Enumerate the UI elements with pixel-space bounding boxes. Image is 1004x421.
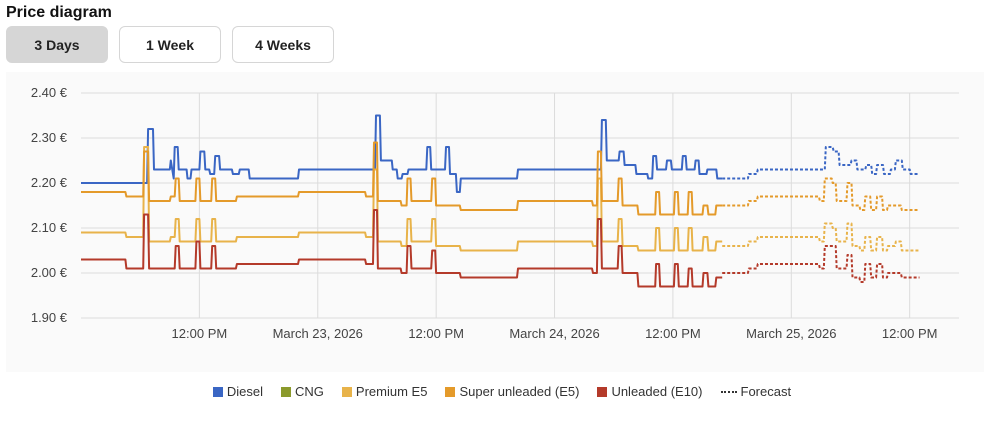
- legend-item-cng[interactable]: CNG: [281, 384, 324, 399]
- series-line-premium-e5: [81, 146, 723, 252]
- y-tick-label: 1.90 €: [31, 310, 68, 325]
- legend-label: CNG: [295, 384, 324, 399]
- legend-swatch: [281, 386, 292, 397]
- y-tick-label: 2.30 €: [31, 130, 68, 145]
- legend-label: Unleaded (E10): [611, 384, 703, 399]
- series-line-unleaded-e10-: [81, 209, 723, 288]
- chart-legend: Diesel CNG Premium E5 Super unleaded (E5…: [0, 384, 1004, 399]
- forecast-line-premium-e5: [722, 222, 920, 252]
- series-line-diesel: [81, 114, 723, 193]
- legend-label: Forecast: [740, 384, 792, 399]
- forecast-dotted-swatch: [720, 390, 737, 393]
- legend-item-e10[interactable]: Unleaded (E10): [597, 384, 703, 399]
- y-tick-label: 2.10 €: [31, 220, 68, 235]
- tab-4-weeks[interactable]: 4 Weeks: [232, 26, 334, 63]
- x-tick-label: March 24, 2026: [509, 326, 599, 341]
- legend-swatch: [212, 386, 223, 397]
- legend-item-forecast[interactable]: Forecast: [720, 384, 792, 399]
- x-tick-label: 12:00 PM: [408, 326, 464, 341]
- x-tick-label: 12:00 PM: [172, 326, 228, 341]
- tab-3-days[interactable]: 3 Days: [6, 26, 108, 63]
- y-tick-label: 2.20 €: [31, 175, 68, 190]
- legend-item-diesel[interactable]: Diesel: [212, 384, 264, 399]
- legend-item-super-e5[interactable]: Super unleaded (E5): [445, 384, 579, 399]
- y-tick-label: 2.40 €: [31, 85, 68, 100]
- legend-swatch: [445, 386, 456, 397]
- x-tick-label: March 25, 2026: [746, 326, 836, 341]
- forecast-line-unleaded-e10-: [722, 245, 920, 283]
- price-chart: 1.90 € 2.00 € 2.10 € 2.20 € 2.30 € 2.40 € 12:0…: [6, 72, 984, 372]
- x-tick-label: 12:00 PM: [882, 326, 938, 341]
- legend-label: Premium E5: [355, 384, 428, 399]
- range-tabs: 3 Days 1 Week 4 Weeks: [6, 26, 334, 63]
- legend-item-premium-e5[interactable]: Premium E5: [341, 384, 428, 399]
- x-tick-label: 12:00 PM: [645, 326, 701, 341]
- legend-label: Diesel: [226, 384, 264, 399]
- legend-label: Super unleaded (E5): [459, 384, 580, 399]
- page-title: Price diagram: [6, 4, 112, 21]
- price-chart-svg: 1.90 € 2.00 € 2.10 € 2.20 € 2.30 € 2.40 € 12:0…: [31, 85, 959, 341]
- y-tick-label: 2.00 €: [31, 265, 68, 280]
- x-tick-label: March 23, 2026: [273, 326, 363, 341]
- tab-1-week[interactable]: 1 Week: [119, 26, 221, 63]
- legend-swatch: [597, 386, 608, 397]
- legend-swatch: [341, 386, 352, 397]
- series-line-super-unleaded-e5-: [81, 141, 723, 216]
- forecast-line-diesel: [722, 146, 920, 180]
- forecast-line-super-unleaded-e5-: [722, 177, 920, 211]
